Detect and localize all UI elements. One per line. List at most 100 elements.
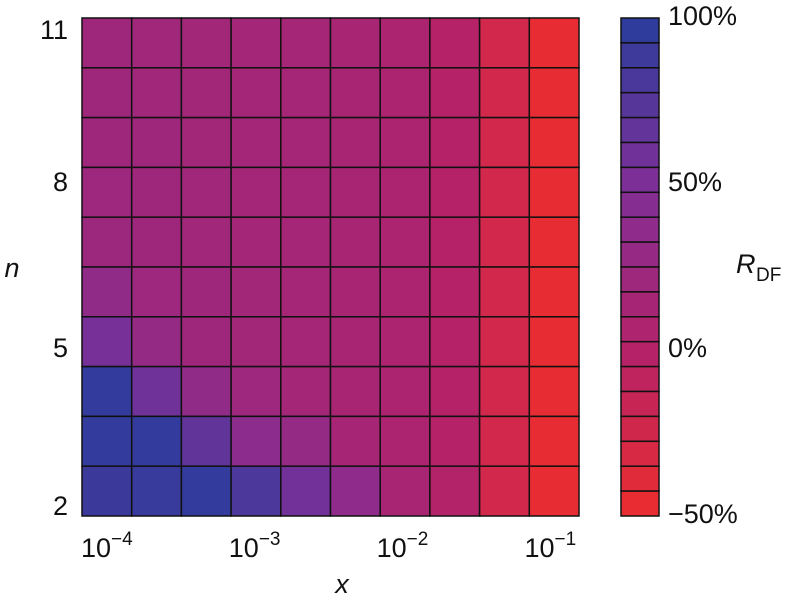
cell	[280, 465, 332, 517]
cell	[280, 365, 332, 418]
x-tick-base: 10	[377, 533, 407, 563]
x-tick-exponent: −2	[407, 529, 429, 550]
cell	[429, 67, 481, 119]
colorbar-segment	[620, 316, 660, 343]
cell	[280, 415, 332, 467]
cell	[329, 216, 381, 268]
cell	[329, 465, 381, 517]
cell	[81, 266, 133, 318]
cell	[81, 67, 133, 119]
cell	[528, 415, 580, 467]
cell	[180, 266, 232, 318]
cell	[230, 216, 282, 268]
x-tick-exponent: −3	[259, 529, 281, 550]
cell	[478, 415, 531, 467]
colorbar-segment	[620, 216, 660, 243]
cell	[130, 266, 183, 318]
cell	[230, 166, 282, 218]
cell	[379, 166, 431, 218]
x-tick-base: 10	[81, 533, 111, 563]
cell	[180, 365, 232, 418]
colorbar-tick-label: −50%	[668, 499, 738, 529]
cell	[180, 465, 232, 517]
cell	[528, 67, 580, 119]
colorbar-segment	[620, 340, 660, 368]
cell	[180, 67, 232, 119]
colorbar-segment	[620, 191, 660, 218]
x-tick-label: 10−3	[229, 529, 281, 563]
cell	[528, 17, 580, 69]
cell	[429, 17, 481, 69]
cell	[180, 17, 232, 69]
colorbar-segment	[620, 465, 660, 492]
cell	[81, 116, 133, 169]
cell	[379, 67, 431, 119]
cell	[230, 266, 282, 318]
cell	[329, 17, 381, 69]
cell	[379, 266, 431, 318]
cell	[130, 17, 183, 69]
cell	[478, 365, 531, 418]
cell	[280, 216, 332, 268]
cell	[230, 67, 282, 119]
x-tick-base: 10	[524, 533, 554, 563]
cell	[429, 216, 481, 268]
cell	[379, 116, 431, 169]
x-tick-label: 10−1	[524, 529, 576, 563]
cell	[478, 67, 531, 119]
cell	[379, 216, 431, 268]
cell	[130, 465, 183, 517]
x-tick-exponent: −4	[111, 529, 133, 550]
colorbar-segment	[620, 490, 660, 517]
cell	[528, 365, 580, 418]
x-tick-label: 10−2	[377, 529, 429, 563]
cell	[130, 216, 183, 268]
cell	[230, 116, 282, 169]
cell	[329, 365, 381, 418]
colorbar-segment	[620, 17, 660, 44]
cell	[429, 365, 481, 418]
cell	[528, 166, 580, 218]
cell	[81, 166, 133, 218]
cell	[280, 266, 332, 318]
colorbar-label-sub: DF	[756, 265, 781, 286]
cell	[429, 465, 481, 517]
cell	[180, 216, 232, 268]
cell	[230, 415, 282, 467]
colorbar-segment	[620, 42, 660, 69]
colorbar-segment	[620, 291, 660, 318]
cell	[180, 415, 232, 467]
cell	[329, 67, 381, 119]
cell	[81, 465, 133, 517]
cell	[429, 316, 481, 368]
cell	[230, 316, 282, 368]
x-tick-base: 10	[229, 533, 259, 563]
colorbar-segment	[620, 116, 660, 144]
cell	[329, 415, 381, 467]
cell	[280, 67, 332, 119]
cell	[329, 266, 381, 318]
cell	[130, 415, 183, 467]
cell	[329, 116, 381, 169]
cell	[130, 166, 183, 218]
cell	[280, 316, 332, 368]
cell	[429, 166, 481, 218]
y-tick-label: 2	[53, 491, 68, 521]
cell	[81, 365, 133, 418]
cell	[528, 316, 580, 368]
cell	[280, 116, 332, 169]
colorbar-label: R	[736, 249, 756, 279]
cell	[429, 116, 481, 169]
cell	[478, 17, 531, 69]
cell	[280, 17, 332, 69]
cell	[130, 116, 183, 169]
cell	[280, 166, 332, 218]
colorbar-segment	[620, 365, 660, 393]
cell	[429, 415, 481, 467]
cell	[180, 116, 232, 169]
colorbar-segment	[620, 415, 660, 443]
cell	[478, 316, 531, 368]
x-axis-label: x	[333, 569, 350, 599]
cell	[429, 266, 481, 318]
